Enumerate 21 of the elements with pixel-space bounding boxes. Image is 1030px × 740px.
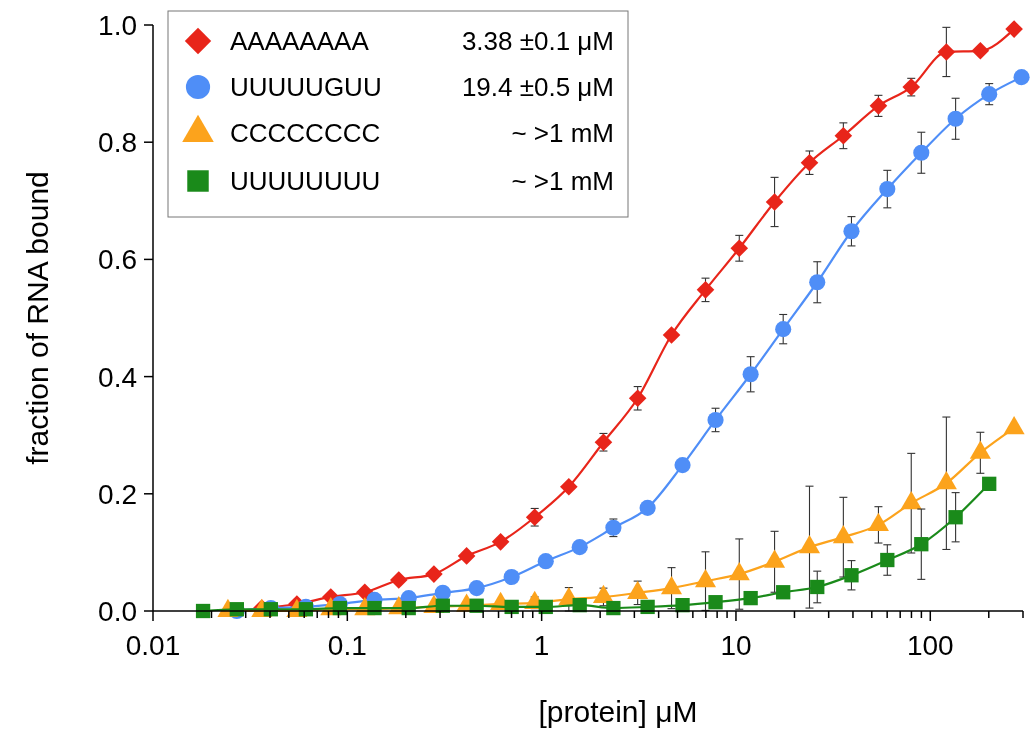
x-tick-label: 0.01	[125, 630, 181, 661]
y-tick-label: 0.0	[98, 596, 137, 627]
annotation: ~ >1 mM	[511, 166, 614, 196]
legend-label: AAAAAAAA	[230, 26, 370, 56]
y-tick-label: 1.0	[98, 10, 137, 41]
x-tick-label: 100	[906, 630, 954, 661]
annotation: 19.4 ±0.5 μM	[461, 72, 614, 102]
legend-label: CCCCCCCC	[230, 118, 381, 148]
y-tick-label: 0.6	[98, 244, 137, 276]
legend-label: UUUUUUUU	[230, 166, 381, 196]
annotation: 3.38 ±0.1 μM	[461, 26, 614, 56]
y-tick-label: 0.2	[98, 478, 137, 510]
y-tick-label: 0.4	[98, 361, 137, 393]
legend-label: UUUUUGUU	[230, 72, 382, 102]
x-tick-label: 0.1	[327, 630, 367, 661]
x-tick-label: 1	[533, 630, 550, 661]
y-axis-title: fraction of RNA bound	[21, 171, 54, 465]
annotation: ~ >1 mM	[511, 118, 614, 148]
y-tick-label: 0.8	[98, 127, 137, 159]
x-tick-label: 10	[720, 630, 752, 661]
x-axis-title: [protein] μM	[538, 695, 698, 728]
